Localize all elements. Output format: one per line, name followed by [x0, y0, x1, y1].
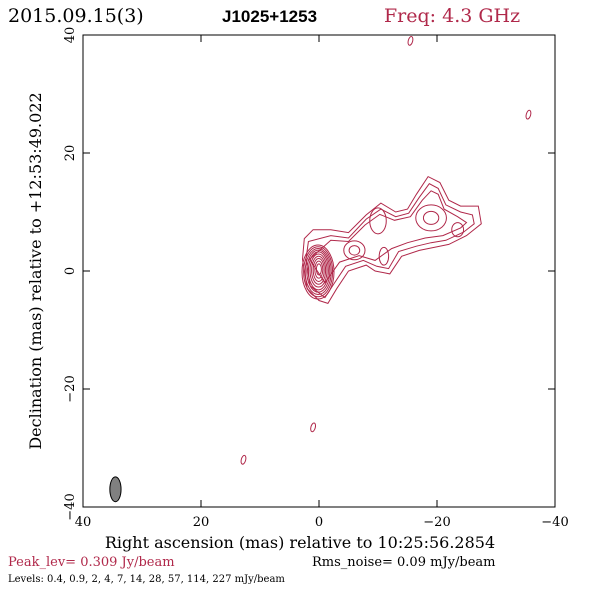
jet-knot-contour [451, 222, 465, 238]
x-axis-label: Right ascension (mas) relative to 10:25:… [105, 533, 495, 552]
contour-levels: Levels: 0.4, 0.9, 2, 4, 7, 14, 28, 57, 1… [8, 574, 285, 585]
peak-level: Peak_lev= 0.309 Jy/beam [8, 555, 175, 570]
core-contour [314, 260, 324, 279]
source-name: J1025+1253 [222, 7, 317, 26]
x-tick-label: 0 [315, 515, 323, 530]
contour-layer [240, 36, 532, 465]
jet-envelope-contour [305, 183, 475, 299]
core-contour [309, 253, 328, 288]
axes: 40 20 0 −20 −40 −40 −20 0 20 40 [63, 27, 569, 530]
jet-envelope-contour [308, 190, 468, 284]
rms-noise: Rms_noise= 0.09 mJy/beam [312, 555, 495, 570]
observation-date: 2015.09.15(3) [8, 5, 144, 27]
isolated-contour [310, 422, 317, 433]
jet-knot-inner-contour [348, 245, 361, 256]
jet-knot-contour [369, 207, 387, 235]
y-tick-label: 0 [63, 267, 78, 275]
x-tick-label: 20 [193, 515, 210, 530]
jet-knot-contour [415, 204, 447, 232]
y-tick-label: 20 [63, 145, 78, 162]
jet-knot-contour [378, 246, 390, 266]
plot-frame [82, 34, 556, 508]
isolated-contour [407, 36, 414, 46]
y-tick-label: −20 [63, 375, 78, 402]
y-axis-label: Declination (mas) relative to +12:53:49.… [26, 92, 45, 449]
x-tick-label: −40 [541, 515, 568, 530]
jet-knot-inner-contour [422, 210, 440, 225]
x-tick-label: −20 [423, 515, 450, 530]
core-contour [311, 255, 327, 285]
core-contour [304, 247, 332, 295]
x-tick-label: 40 [75, 515, 92, 530]
beam-ellipse [109, 476, 122, 503]
frequency-label: Freq: 4.3 GHz [384, 5, 520, 27]
isolated-contour [525, 109, 532, 120]
isolated-contour [240, 454, 247, 465]
y-tick-label: −40 [63, 493, 78, 520]
y-tick-label: 40 [63, 27, 78, 44]
jet-knot-contour [343, 240, 366, 261]
core-contour [312, 257, 325, 282]
jet-envelope-contour [301, 175, 482, 304]
